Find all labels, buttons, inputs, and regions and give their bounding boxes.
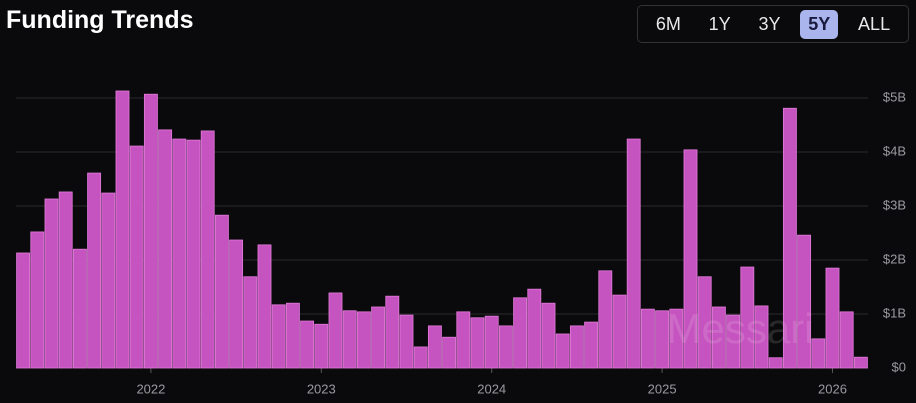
- bar: [172, 138, 187, 369]
- bar: [158, 129, 173, 369]
- bar: [811, 338, 826, 369]
- bar: [30, 231, 45, 369]
- bar: [626, 138, 641, 369]
- watermark: Messari: [666, 305, 813, 352]
- bar: [342, 310, 357, 369]
- bar: [584, 321, 599, 369]
- bar: [44, 198, 59, 369]
- bar: [427, 325, 442, 369]
- bar: [711, 306, 726, 369]
- y-tick-label: $2B: [883, 251, 906, 266]
- bar: [115, 90, 130, 369]
- y-tick-label: $5B: [883, 89, 906, 104]
- y-tick-label: $1B: [883, 305, 906, 320]
- bar: [243, 276, 258, 369]
- bar: [200, 130, 215, 369]
- bar: [16, 252, 31, 369]
- bar: [314, 323, 329, 369]
- bar: [754, 305, 769, 369]
- bar: [484, 315, 499, 369]
- bar: [527, 288, 542, 369]
- bar: [101, 192, 116, 369]
- bar: [825, 267, 840, 369]
- bar: [143, 93, 158, 369]
- bar: [470, 317, 485, 369]
- x-tick-label: 2024: [477, 381, 506, 396]
- bar: [853, 356, 868, 369]
- range-button[interactable]: 3Y: [758, 13, 781, 34]
- bar: [300, 320, 315, 369]
- bar: [740, 266, 755, 369]
- bar: [697, 276, 712, 369]
- bar: [655, 310, 670, 369]
- x-tick-label: 2025: [648, 381, 677, 396]
- range-button[interactable]: 6M: [655, 13, 681, 34]
- bar: [257, 244, 272, 369]
- bar: [498, 325, 513, 369]
- bar: [839, 311, 854, 369]
- bar: [356, 311, 371, 369]
- bar: [513, 297, 528, 369]
- bar: [129, 145, 144, 369]
- bar: [385, 295, 400, 369]
- bar: [371, 306, 386, 369]
- range-button[interactable]: ALL: [858, 13, 891, 34]
- bar: [456, 311, 471, 369]
- range-button[interactable]: 1Y: [708, 13, 731, 34]
- y-tick-label: $3B: [883, 197, 906, 212]
- bar: [612, 294, 627, 369]
- bar: [683, 149, 698, 369]
- x-tick-label: 2026: [818, 381, 847, 396]
- bar: [782, 107, 797, 369]
- bar: [328, 292, 343, 369]
- bar: [186, 139, 201, 369]
- y-tick-label: $0: [892, 359, 906, 374]
- bar: [399, 314, 414, 369]
- bar: [541, 302, 556, 369]
- bar: [442, 336, 457, 369]
- bar: [72, 248, 87, 369]
- bar: [598, 270, 613, 369]
- bar: [214, 214, 229, 369]
- bar: [669, 308, 684, 369]
- chart-title: Funding Trends: [6, 6, 194, 34]
- bar: [285, 302, 300, 369]
- range-selector: 6M 1Y 3Y 5Y ALL: [637, 5, 909, 43]
- bar: [569, 325, 584, 369]
- bar: [640, 308, 655, 369]
- bar: [271, 304, 286, 369]
- bar: [555, 333, 570, 369]
- bar: [726, 314, 741, 369]
- bar: [87, 172, 102, 369]
- bar: [229, 239, 244, 369]
- range-button[interactable]: 5Y: [800, 9, 839, 39]
- bar: [58, 191, 73, 369]
- x-tick-label: 2022: [136, 381, 165, 396]
- bar: [797, 234, 812, 369]
- bar: [413, 346, 428, 369]
- x-tick-label: 2023: [307, 381, 336, 396]
- y-tick-label: $4B: [883, 143, 906, 158]
- bar: [768, 357, 783, 369]
